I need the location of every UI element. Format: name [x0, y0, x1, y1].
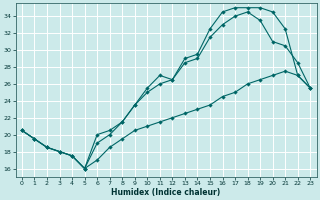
X-axis label: Humidex (Indice chaleur): Humidex (Indice chaleur) [111, 188, 221, 197]
